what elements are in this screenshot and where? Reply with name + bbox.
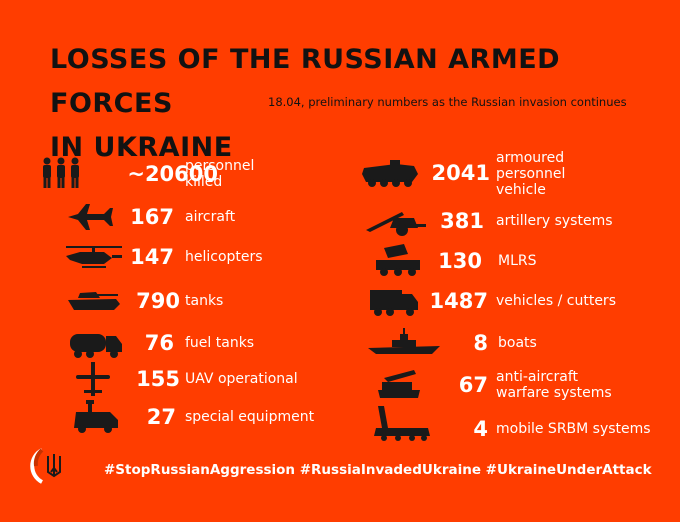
stat-label: aircraft xyxy=(185,209,236,225)
stat-vehicles: 1487 vehicles / cutters xyxy=(368,284,668,318)
trident-logo-icon xyxy=(30,442,78,490)
stat-uav: 155 UAV operational xyxy=(74,362,354,396)
stat-mlrs: 130 MLRS xyxy=(374,244,674,278)
stat-label: mobile SRBM systems xyxy=(496,421,651,437)
stat-value: 790 xyxy=(136,289,180,313)
stat-label: boats xyxy=(498,335,537,351)
stat-value: 27 xyxy=(146,405,176,429)
stat-artillery: 381 artillery systems xyxy=(364,204,664,238)
tank-icon xyxy=(66,284,124,318)
stat-label: anti-aircraft warfare systems xyxy=(496,369,612,401)
anti-aircraft-icon xyxy=(376,368,422,402)
helicopter-icon xyxy=(62,240,122,274)
stat-value: ~20600 xyxy=(127,162,218,186)
stat-label: helicopters xyxy=(185,249,263,265)
stat-fuel-tanks: 76 fuel tanks xyxy=(68,326,348,360)
stat-tanks: 790 tanks xyxy=(66,284,346,318)
srbm-launcher-icon xyxy=(372,404,432,442)
title-line-1: LOSSES OF THE RUSSIAN ARMED FORCES xyxy=(50,44,561,119)
subtitle: 18.04, preliminary numbers as the Russia… xyxy=(268,95,627,109)
truck-icon xyxy=(368,284,418,318)
artillery-icon xyxy=(364,204,426,238)
stat-value: 2041 xyxy=(431,161,490,185)
page-title: LOSSES OF THE RUSSIAN ARMED FORCES IN UK… xyxy=(50,38,680,170)
stat-label: MLRS xyxy=(498,253,537,269)
stat-helicopters: 147 helicopters xyxy=(62,240,342,274)
stat-label: artillery systems xyxy=(496,213,613,229)
stat-value: 147 xyxy=(130,245,174,269)
stat-value: 8 xyxy=(473,331,488,355)
stat-armoured-vehicles: 2041 armoured personnel vehicle xyxy=(360,150,660,198)
stat-value: 1487 xyxy=(429,289,488,313)
stat-label: armoured personnel vehicle xyxy=(496,150,566,198)
stat-anti-aircraft: 67 anti-aircraft warfare systems xyxy=(376,364,676,406)
boat-icon xyxy=(368,326,440,360)
stat-boats: 8 boats xyxy=(368,326,668,360)
armoured-vehicle-icon xyxy=(360,156,420,190)
stat-value: 381 xyxy=(440,209,484,233)
stat-value: 155 xyxy=(136,367,180,391)
stat-value: 67 xyxy=(458,373,488,397)
soldiers-icon xyxy=(40,156,84,190)
stat-value: 4 xyxy=(473,417,488,441)
stat-special-equipment: 27 special equipment xyxy=(70,400,360,434)
fuel-truck-icon xyxy=(68,326,122,360)
stat-personnel: ~20600 personnel killed xyxy=(40,156,340,192)
special-equipment-icon xyxy=(70,400,120,434)
stat-srbm: 4 mobile SRBM systems xyxy=(372,404,672,444)
stat-label: fuel tanks xyxy=(185,335,255,351)
stat-label: UAV operational xyxy=(185,371,298,387)
stat-label: personnel killed xyxy=(185,158,255,190)
hashtags: #StopRussianAggression #RussiaInvadedUkr… xyxy=(104,462,652,478)
uav-icon xyxy=(74,362,114,396)
stat-aircraft: 167 aircraft xyxy=(66,200,346,234)
mlrs-icon xyxy=(374,244,422,278)
stat-value: 76 xyxy=(144,331,174,355)
title-line-2: IN UKRAINE xyxy=(50,132,233,163)
stat-label: vehicles / cutters xyxy=(496,293,616,309)
aircraft-icon xyxy=(66,200,114,234)
stat-label: tanks xyxy=(185,293,224,309)
stat-value: 130 xyxy=(438,249,482,273)
stat-label: special equipment xyxy=(185,409,315,425)
stat-value: 167 xyxy=(130,205,174,229)
